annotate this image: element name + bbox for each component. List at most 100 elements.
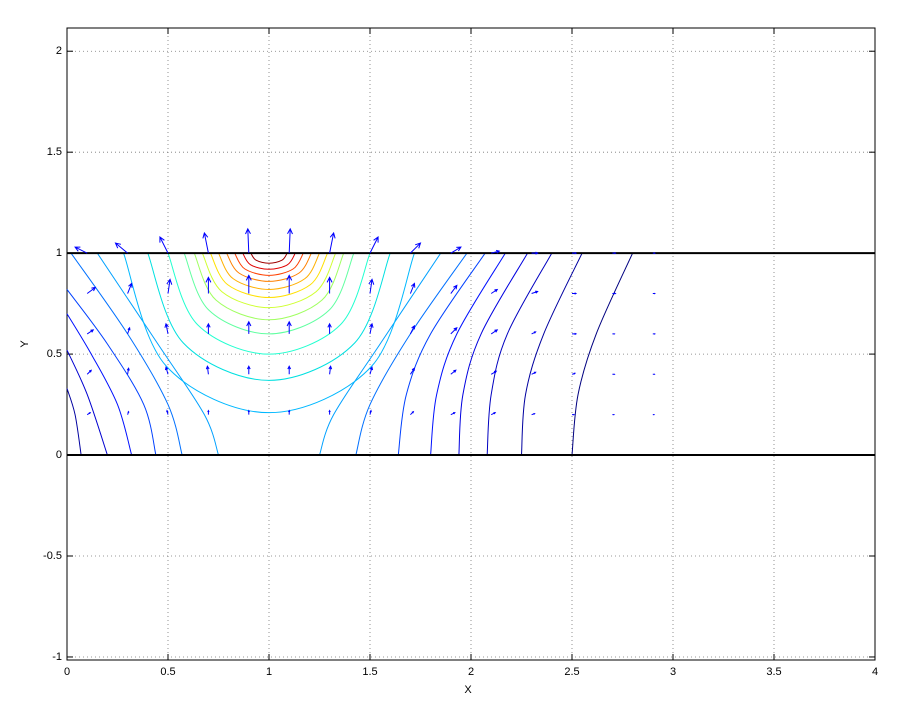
contour-line xyxy=(250,252,288,264)
quiver-arrow xyxy=(326,276,333,294)
quiver-arrow xyxy=(127,282,133,294)
quiver-arrow xyxy=(450,327,458,335)
contour-line xyxy=(234,252,304,276)
quiver-arrow xyxy=(369,409,372,415)
axes-box xyxy=(66,27,876,661)
quiver-arrow xyxy=(572,413,576,416)
y-tick-label: 0 xyxy=(56,449,62,461)
quiver-arrow xyxy=(572,251,578,255)
quiver-arrow xyxy=(245,274,252,294)
y-tick-label: 1 xyxy=(56,247,62,259)
quiver-arrow xyxy=(207,409,210,415)
contour-line xyxy=(96,252,219,456)
quiver-arrow xyxy=(612,333,616,335)
quiver-arrow xyxy=(127,410,130,415)
quiver-arrow xyxy=(246,320,252,334)
contour-line xyxy=(355,252,468,456)
quiver-arrow xyxy=(328,365,333,375)
quiver-arrow xyxy=(369,235,379,254)
x-tick-label: 2 xyxy=(468,666,474,678)
quiver-arrow xyxy=(246,365,251,375)
quiver-arrow xyxy=(86,369,93,375)
quiver-arrow xyxy=(612,413,616,416)
quiver-arrow xyxy=(368,278,375,294)
quiver-arrow xyxy=(164,366,169,375)
quiver-arrow xyxy=(572,292,578,295)
quiver-arrow xyxy=(490,329,499,335)
quiver-arrow xyxy=(490,288,499,294)
quiver-arrow xyxy=(164,322,169,335)
quiver-arrow xyxy=(531,412,536,416)
quiver-arrow xyxy=(86,329,95,335)
contour-line xyxy=(183,252,355,335)
contour-line xyxy=(193,252,345,321)
contour-line xyxy=(397,252,486,456)
x-tick-label: 3 xyxy=(670,666,676,678)
contour-line xyxy=(458,252,528,456)
contour-line xyxy=(226,252,312,282)
quiver-arrow xyxy=(652,333,656,335)
quiver-arrow xyxy=(571,372,577,375)
quiver-arrow xyxy=(114,242,128,254)
quiver-arrow xyxy=(287,365,292,375)
quiver-arrow xyxy=(490,412,497,416)
contour-line xyxy=(123,252,415,414)
contour-line xyxy=(147,252,391,381)
quiver-arrow xyxy=(409,282,416,294)
quiver-arrow xyxy=(126,367,130,375)
quiver-arrow xyxy=(86,412,92,416)
quiver-arrow xyxy=(328,409,331,415)
quiver-arrow xyxy=(531,371,537,375)
quiver-arrow xyxy=(612,373,616,376)
contour-line xyxy=(521,252,583,456)
y-tick-label: 1.5 xyxy=(47,146,62,158)
quiver-arrow xyxy=(206,322,211,334)
y-tick-label: -0.5 xyxy=(43,550,62,562)
quiver-arrow xyxy=(612,252,617,255)
y-tick-label: 2 xyxy=(56,45,62,57)
x-tick-label: 1 xyxy=(266,666,272,678)
quiver-arrow xyxy=(127,326,131,335)
quiver-arrow xyxy=(205,365,210,375)
quiver-arrow xyxy=(288,409,291,415)
quiver-arrow xyxy=(409,367,416,375)
quiver-arrow xyxy=(652,252,656,254)
quiver-arrow xyxy=(286,320,292,334)
quiver-arrow xyxy=(450,246,462,254)
quiver-arrow xyxy=(286,274,293,294)
contour-line xyxy=(66,349,108,456)
quiver-arrow xyxy=(166,409,169,415)
quiver-arrow xyxy=(205,276,212,294)
x-tick-label: 0.5 xyxy=(160,666,175,678)
contour-line xyxy=(201,252,337,309)
contour-line xyxy=(167,252,371,355)
quiver-arrow xyxy=(490,370,498,375)
quiver-arrow xyxy=(247,409,250,415)
x-tick-label: 4 xyxy=(872,666,878,678)
quiver-arrow xyxy=(329,231,336,254)
quiver-arrow xyxy=(572,332,578,336)
quiver-arrow xyxy=(409,324,415,335)
contour-line xyxy=(571,252,634,456)
quiver-arrow xyxy=(86,286,97,294)
y-tick-label: -1 xyxy=(52,651,62,663)
x-axis-label: X xyxy=(464,684,472,696)
x-tick-label: 1.5 xyxy=(362,666,377,678)
contour-line xyxy=(430,252,506,456)
quiver-arrow xyxy=(450,369,457,375)
contour-line xyxy=(486,252,553,456)
contour-line xyxy=(319,252,442,456)
x-tick-label: 3.5 xyxy=(766,666,781,678)
quiver-arrow xyxy=(652,292,656,295)
y-axis-label: Y xyxy=(19,340,31,348)
quiver-arrow xyxy=(245,227,251,254)
quiver-arrow xyxy=(410,410,415,416)
quiver-arrow xyxy=(531,251,539,255)
contour-line xyxy=(70,252,183,456)
quiver-arrow xyxy=(612,292,617,295)
x-tick-label: 0 xyxy=(64,666,70,678)
contour-line xyxy=(218,252,320,290)
quiver-arrow xyxy=(531,331,537,335)
